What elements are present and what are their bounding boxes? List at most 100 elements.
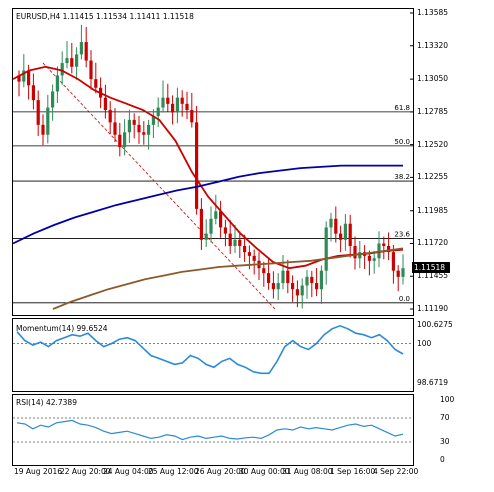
candle-body: [79, 42, 83, 55]
candle-body: [286, 270, 290, 284]
candle-body: [147, 124, 151, 135]
candle-body: [324, 227, 328, 271]
time-axis-label: 24 Aug 04:00: [103, 467, 154, 476]
fibonacci-level-label: 23.6: [394, 231, 410, 239]
candle-body: [151, 116, 155, 125]
price-axis: 1.13585 1.13320 1.13050 1.12785 1.12520 1.122…: [412, 8, 494, 314]
candle-body: [127, 119, 131, 133]
candle-body: [334, 218, 338, 234]
candle-body: [161, 97, 165, 108]
candle-body: [175, 97, 179, 113]
rsi-svg: [13, 417, 413, 443]
candle-body: [319, 270, 323, 290]
candle-body: [271, 283, 275, 290]
candle-body: [281, 270, 285, 284]
candle-body: [113, 122, 117, 135]
candle-body: [51, 91, 55, 108]
candle-body: [132, 119, 136, 125]
candle-body: [219, 211, 223, 228]
rsi-axis-label: 0: [440, 455, 445, 464]
moving-average-line: [13, 164, 403, 245]
candle-body: [166, 97, 170, 104]
candle-body: [339, 233, 343, 240]
candle-body: [223, 227, 227, 234]
candle-body: [123, 132, 127, 148]
candle-body: [300, 285, 304, 296]
candle-body: [204, 233, 208, 240]
price-chart-panel[interactable]: 61.8 50.0 38.2 23.6 0.0 EURUSD,H4 1.11415 1.…: [12, 8, 414, 316]
candle-body: [295, 289, 299, 296]
rsi-axis-label: 70: [440, 413, 450, 422]
candle-body: [55, 75, 59, 92]
candle-body: [195, 122, 199, 209]
momentum-line: [16, 324, 404, 375]
momentum-axis-label: 98.6719: [417, 378, 449, 387]
candle-body: [17, 75, 21, 82]
candle-body: [209, 218, 213, 234]
price-chart-svg: 61.8 50.0 38.2 23.6 0.0: [13, 12, 413, 310]
candle-body: [75, 54, 79, 67]
candle-body: [142, 132, 146, 135]
candle-body: [171, 103, 175, 113]
candle-body: [276, 283, 280, 290]
candle-body: [46, 107, 50, 135]
candle-body: [387, 245, 391, 253]
moving-average-line: [52, 247, 404, 310]
candle-body: [233, 239, 237, 246]
price-axis-label: 1.13585: [417, 8, 449, 17]
candle-body: [228, 233, 232, 246]
trend-line: [42, 62, 276, 310]
candle-body: [353, 245, 357, 259]
price-axis-label: 1.11455: [417, 271, 449, 281]
candle-body: [262, 268, 266, 274]
candle-body: [65, 58, 69, 64]
candle-body: [291, 283, 295, 290]
rsi-line: [16, 419, 404, 441]
symbol-title: EURUSD,H4 1.11415 1.11534 1.11411 1.1151…: [16, 12, 194, 21]
price-axis-label: 1.12255: [417, 172, 449, 182]
momentum-axis-label: 100.6275: [417, 320, 453, 329]
rsi-axis-label: 30: [440, 437, 450, 446]
candle-body: [329, 218, 333, 228]
momentum-panel[interactable]: Momentum(14) 99.6524: [12, 318, 414, 392]
time-axis-label: 22 Aug 20:00: [60, 467, 111, 476]
rsi-panel[interactable]: RSI(14) 42.7389: [12, 394, 414, 466]
candle-body: [267, 273, 271, 284]
time-axis-label: 1 Sep 16:00: [330, 467, 376, 476]
price-axis-label: 1.12785: [417, 106, 449, 116]
momentum-title: Momentum(14) 99.6524: [16, 324, 108, 333]
candle-body: [156, 107, 160, 117]
candle-body: [391, 252, 395, 271]
candle-body: [367, 255, 371, 261]
rsi-axis-label: 100: [440, 395, 455, 404]
candle-body: [22, 70, 26, 82]
candle-body: [382, 243, 386, 246]
candle-body: [137, 124, 141, 133]
candle-body: [199, 208, 203, 240]
candle-body: [108, 110, 112, 123]
candle-body: [185, 103, 189, 111]
time-axis-label: 25 Aug 12:00: [148, 467, 199, 476]
moving-average-line: [13, 65, 404, 270]
fibonacci-level-label: 38.2: [394, 173, 410, 181]
momentum-axis-label: 100: [417, 338, 432, 348]
momentum-svg: [13, 324, 413, 375]
candle-body: [305, 276, 309, 286]
candle-body: [94, 79, 98, 88]
candle-body: [247, 252, 251, 256]
candle-body: [401, 268, 405, 277]
candle-body: [89, 60, 93, 80]
candle-body: [252, 255, 256, 261]
candle-body: [343, 223, 347, 240]
time-axis-label: 26 Aug 20:00: [195, 467, 246, 476]
momentum-axis: 100.6275 100 98.6719: [412, 318, 494, 390]
fibonacci-level-label: 0.0: [399, 295, 410, 303]
current-price-tag: 1.11518: [412, 262, 450, 274]
candle-body: [190, 110, 194, 123]
price-axis-label: 1.13320: [417, 40, 449, 50]
rsi-axis: 100 70 30 0: [412, 394, 494, 464]
time-axis-label: 30 Aug 00:00: [239, 467, 290, 476]
candle-body: [84, 42, 88, 61]
price-axis-label: 1.13050: [417, 74, 449, 84]
candle-body: [315, 283, 319, 290]
